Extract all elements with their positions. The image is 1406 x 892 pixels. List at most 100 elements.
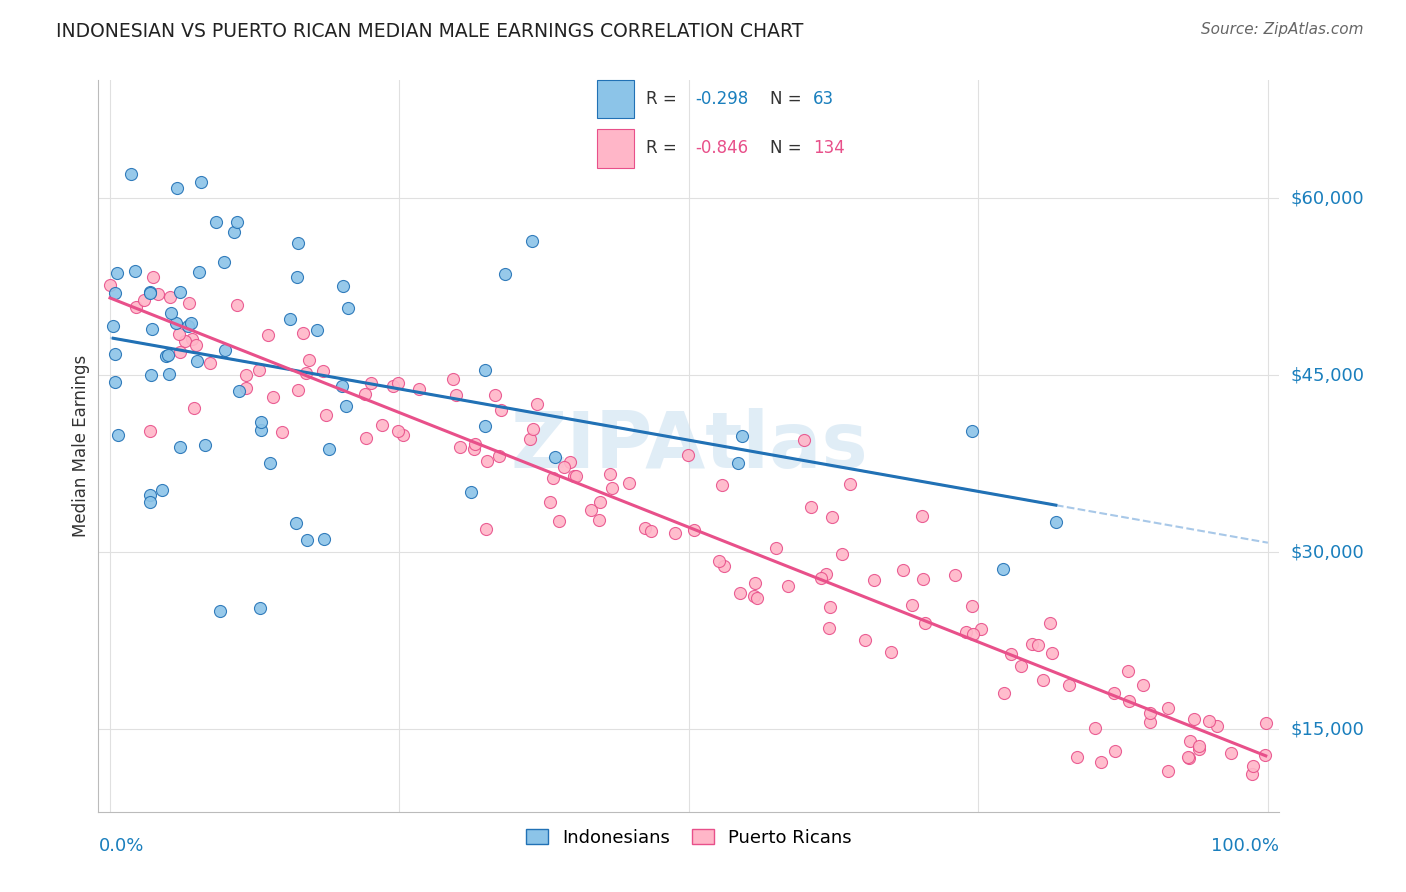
Point [169,345,191,359]
Point [200,356,222,370]
Point [121,167,143,181]
Point [1021,637,1043,651]
Point [526,397,548,411]
Text: 63: 63 [813,90,834,108]
Point [228,384,250,398]
Point [157,348,180,362]
Text: INDONESIAN VS PUERTO RICAN MEDIAN MALE EARNINGS CORRELATION CHART: INDONESIAN VS PUERTO RICAN MEDIAN MALE E… [56,22,804,41]
Text: 134: 134 [813,139,845,157]
Point [588,513,610,527]
Point [484,388,506,402]
Point [336,301,359,315]
Point [235,368,257,383]
Point [287,236,309,251]
Point [579,503,602,517]
Point [141,322,163,336]
Point [619,475,641,490]
Point [330,378,353,392]
Point [177,319,200,334]
Point [544,450,567,464]
Point [853,633,876,648]
Point [159,290,181,304]
Point [880,645,903,659]
Point [1240,766,1263,780]
Point [1104,744,1126,758]
Point [222,225,245,239]
Point [387,424,409,438]
Point [1139,714,1161,729]
Point [194,438,217,452]
Point [249,601,271,615]
Point [190,175,212,189]
Point [962,626,984,640]
Point [474,418,496,433]
Point [371,417,394,432]
Text: 100.0%: 100.0% [1212,837,1279,855]
Point [1139,706,1161,720]
Point [441,372,464,386]
Point [993,685,1015,699]
Point [312,532,335,546]
Point [284,516,307,530]
Point [311,364,333,378]
Point [98,277,121,292]
Point [107,428,129,442]
Point [1241,758,1264,772]
Point [993,561,1015,575]
Point [381,379,404,393]
Point [205,214,228,228]
Point [745,591,768,606]
Point [1198,714,1220,728]
Point [247,363,270,377]
Point [295,366,318,380]
Point [235,381,257,395]
Point [713,559,735,574]
Point [177,296,200,310]
Point [1084,722,1107,736]
Text: $45,000: $45,000 [1291,367,1365,384]
Point [104,375,127,389]
Point [474,363,496,377]
Point [150,483,173,498]
Text: $60,000: $60,000 [1291,189,1364,207]
Point [891,563,914,577]
Point [960,599,983,614]
Point [249,424,271,438]
Point [494,267,516,281]
Point [955,624,977,639]
Point [226,298,249,312]
Point [1118,664,1140,678]
Point [562,468,585,483]
Point [142,269,165,284]
Point [1182,712,1205,726]
Point [817,621,839,635]
Point [910,509,932,524]
Point [446,388,468,402]
Point [1032,673,1054,687]
Point [262,391,284,405]
Point [184,338,207,352]
Text: N =: N = [770,90,807,108]
Point [259,456,281,470]
Point [1104,686,1126,700]
Point [208,604,231,618]
Point [354,431,377,445]
Point [408,382,430,396]
Point [1180,734,1202,748]
Point [800,500,823,514]
Legend: Indonesians, Puerto Ricans: Indonesians, Puerto Ricans [519,822,859,854]
Point [1010,659,1032,673]
Point [522,422,544,436]
Point [315,408,337,422]
Text: -0.846: -0.846 [696,139,749,157]
Point [707,553,730,567]
Text: -0.298: -0.298 [696,90,749,108]
Point [565,468,588,483]
FancyBboxPatch shape [596,80,634,119]
Point [730,586,752,600]
Point [599,467,621,481]
Point [558,455,581,469]
Point [793,433,815,447]
Point [538,495,561,509]
Point [765,541,787,556]
